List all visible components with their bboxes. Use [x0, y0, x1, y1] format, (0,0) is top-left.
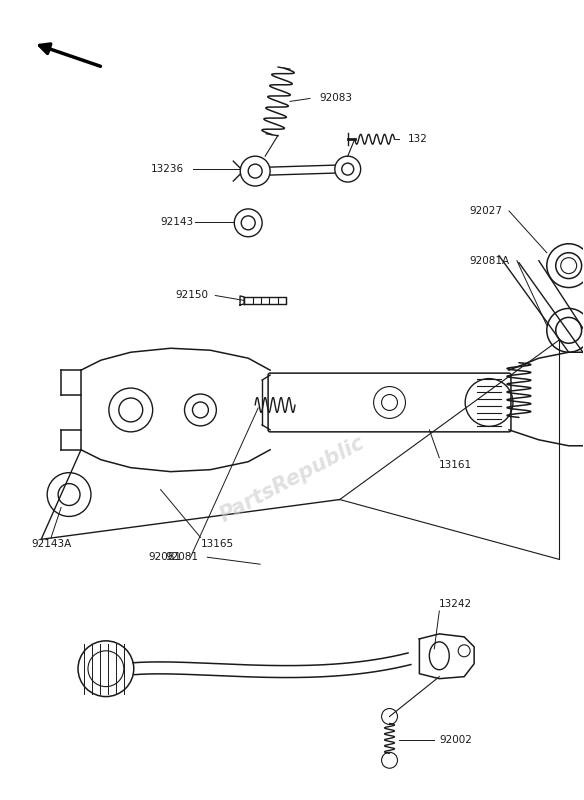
Text: 13242: 13242 — [439, 599, 472, 609]
Text: 132: 132 — [408, 134, 427, 144]
Text: 92081: 92081 — [166, 552, 199, 562]
Text: 92081A: 92081A — [469, 256, 509, 266]
Text: PartsRepublic: PartsRepublic — [216, 433, 368, 526]
Text: 92002: 92002 — [439, 735, 472, 746]
Text: 92143: 92143 — [161, 217, 194, 227]
Text: 92027: 92027 — [469, 206, 502, 216]
Text: 92081: 92081 — [149, 552, 182, 562]
Text: 13236: 13236 — [151, 164, 184, 174]
Text: 13165: 13165 — [200, 539, 234, 550]
Text: 92143A: 92143A — [31, 539, 71, 550]
Text: 92150: 92150 — [176, 290, 208, 301]
Text: 13161: 13161 — [439, 460, 472, 470]
Text: 92083: 92083 — [320, 94, 353, 103]
